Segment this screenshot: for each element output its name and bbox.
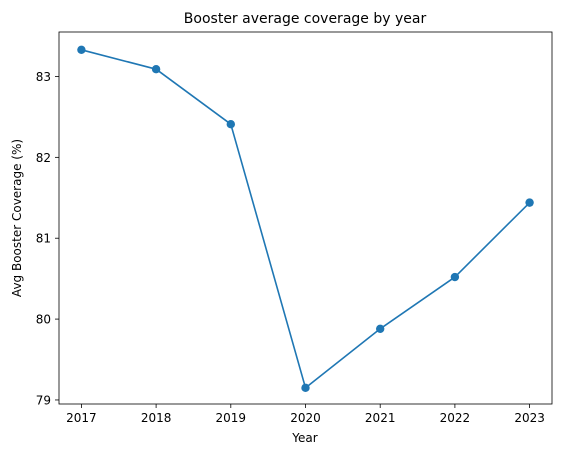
chart-title: Booster average coverage by year <box>184 11 427 27</box>
x-tick-label: 2022 <box>440 411 471 425</box>
x-axis-label: Year <box>291 431 317 445</box>
x-tick-label: 2023 <box>514 411 545 425</box>
data-point <box>77 46 85 54</box>
y-tick-label: 81 <box>36 232 51 246</box>
y-tick-label: 83 <box>36 70 51 84</box>
x-tick-label: 2021 <box>365 411 396 425</box>
y-tick-label: 79 <box>36 393 51 407</box>
data-point <box>525 198 533 206</box>
data-point <box>301 384 309 392</box>
data-point <box>227 120 235 128</box>
x-tick-label: 2017 <box>66 411 97 425</box>
data-point <box>376 325 384 333</box>
x-tick-label: 2018 <box>141 411 172 425</box>
y-tick-label: 82 <box>36 151 51 165</box>
y-tick-label: 80 <box>36 313 51 327</box>
data-point <box>451 273 459 281</box>
data-point <box>152 65 160 73</box>
y-axis-label: Avg Booster Coverage (%) <box>10 139 24 297</box>
x-tick-label: 2019 <box>216 411 247 425</box>
x-tick-label: 2020 <box>290 411 321 425</box>
